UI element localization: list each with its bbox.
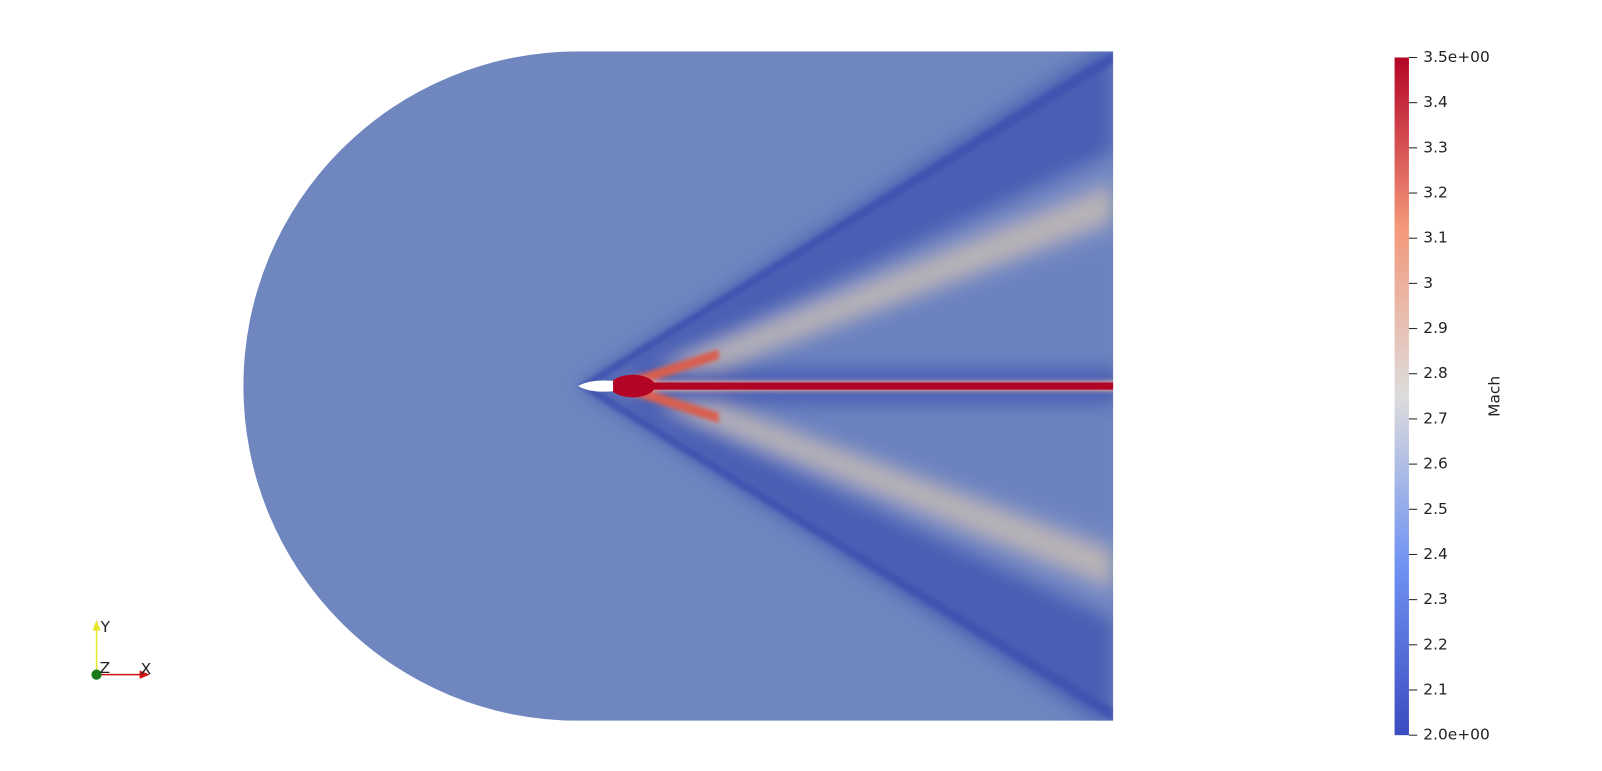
tick-label: 2.1 xyxy=(1423,680,1447,698)
z-axis-dot xyxy=(91,669,102,680)
tick-label: 2.8 xyxy=(1423,364,1447,382)
z-axis-label: Z xyxy=(100,659,111,677)
tick-label: 2.7 xyxy=(1423,409,1447,427)
tick-label: 3 xyxy=(1423,274,1433,292)
tick-label: 2.9 xyxy=(1423,319,1447,337)
mach-field xyxy=(243,51,1114,721)
x-axis-label: X xyxy=(141,660,152,678)
tick-label: 3.3 xyxy=(1423,138,1447,156)
tick-label: 3.1 xyxy=(1423,229,1447,247)
x-arrow-head xyxy=(139,670,150,679)
color-bar xyxy=(1394,57,1409,736)
tick-label: 2.2 xyxy=(1423,635,1447,653)
y-axis-label: Y xyxy=(100,618,111,636)
y-arrow-head xyxy=(92,620,101,631)
tick-label: 2.5 xyxy=(1423,500,1447,518)
tick-label: 3.5e+00 xyxy=(1423,48,1489,66)
color-bar-title: Mach xyxy=(1486,376,1504,417)
tick-label: 3.4 xyxy=(1423,93,1447,111)
axes-triad: Y Z X xyxy=(91,618,152,680)
tick-label: 2.4 xyxy=(1423,545,1447,563)
tick-label: 2.0e+00 xyxy=(1423,726,1489,744)
tick-label: 2.3 xyxy=(1423,590,1447,608)
tick-label: 2.6 xyxy=(1423,455,1447,473)
tick-label: 3.2 xyxy=(1423,184,1447,202)
